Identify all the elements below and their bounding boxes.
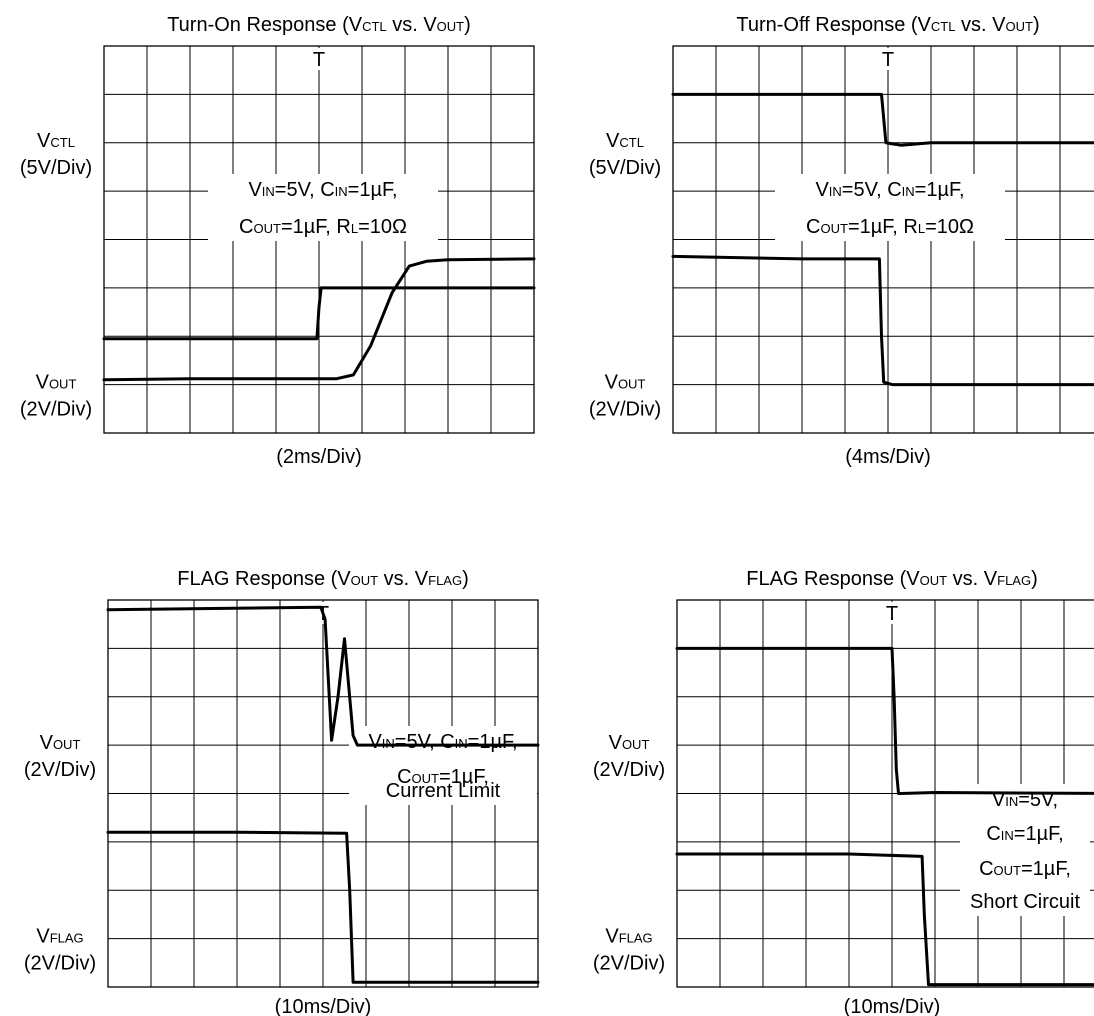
plot-frame [672, 45, 1094, 434]
channel-label-vctl: VCTL [37, 130, 75, 152]
annotation-line: COUT=1µF, RL=10Ω [806, 216, 974, 238]
channel-scale-vout: (2V/Div) [589, 399, 661, 421]
x-axis-label: (4ms/Div) [845, 446, 931, 468]
trigger-label-bg [879, 48, 897, 70]
plot-frame [103, 45, 535, 434]
chart-title: FLAG Response (VOUT vs. VFLAG) [177, 568, 469, 590]
annotation-line: Short Circuit [970, 891, 1080, 913]
trace-vout [102, 257, 536, 382]
annotation-line: VIN=5V, CIN=1µF, [368, 731, 517, 753]
channel-scale-vflag: (2V/Div) [24, 953, 96, 975]
channel-scale-vout: (2V/Div) [593, 759, 665, 781]
trace-vctl [102, 286, 536, 341]
x-axis-label: (10ms/Div) [844, 996, 941, 1016]
scope-panel-3: FLAG Response (VOUT vs. VFLAG)TVOUT(2V/D… [24, 568, 540, 1016]
trigger-label: T [882, 49, 894, 71]
annotation-line: COUT=1µF, [979, 858, 1071, 880]
channel-scale-vctl: (5V/Div) [589, 157, 661, 179]
channel-scale-vout: (2V/Div) [24, 759, 96, 781]
annotation-line: CIN=1µF, [986, 823, 1063, 845]
plot-frame [107, 599, 539, 988]
x-axis-label: (2ms/Div) [276, 446, 362, 468]
channel-label-vout: VOUT [605, 372, 646, 394]
trigger-label: T [886, 603, 898, 625]
channel-scale-vflag: (2V/Div) [593, 953, 665, 975]
trace-vflag [675, 852, 1094, 987]
channel-label-vflag: VFLAG [605, 926, 652, 948]
trace-vflag [106, 830, 540, 984]
trace-vctl [671, 92, 1094, 147]
annotation-line: COUT=1µF, RL=10Ω [239, 216, 407, 238]
plot-frame [676, 599, 1094, 988]
trigger-label-bg [310, 48, 328, 70]
trigger-label-bg [883, 602, 901, 624]
scope-panel-2: Turn-Off Response (VCTL vs. VOUT) T VCTL (5… [589, 14, 1094, 468]
channel-label-vctl: VCTL [606, 130, 644, 152]
trace-vout [106, 605, 540, 747]
annotation-line: COUT=1µF, [397, 766, 489, 788]
channel-label-vflag: VFLAG [36, 926, 83, 948]
channel-label-vout: VOUT [40, 732, 81, 754]
trace-vout [675, 646, 1094, 795]
trace-vout [671, 254, 1094, 387]
annotation-bg [208, 174, 438, 241]
chart-title: Turn-On Response (VCTL vs. VOUT) [167, 14, 471, 36]
chart-title: FLAG Response (VOUT vs. VFLAG) [746, 568, 1038, 590]
annotation-line: VIN=5V, CIN=1µF, [815, 179, 964, 201]
channel-scale-vout: (2V/Div) [20, 399, 92, 421]
trigger-label: T [313, 49, 325, 71]
annotation-line: Current Limit [386, 780, 501, 802]
channel-scale-vctl: (5V/Div) [20, 157, 92, 179]
channel-label-vout: VOUT [36, 372, 77, 394]
x-axis-label: (10ms/Div) [275, 996, 372, 1016]
annotation-bg [960, 784, 1090, 916]
annotation-bg [349, 726, 537, 805]
scope-panel-4: FLAG Response (VOUT vs. VFLAG) T VOUT (2V/D… [593, 568, 1094, 1016]
annotation-bg [775, 174, 1005, 241]
chart-title: Turn-Off Response (VCTL vs. VOUT) [736, 14, 1039, 36]
annotation-line: VIN=5V, CIN=1µF, [248, 179, 397, 201]
scope-panel-1: Turn-On Response (VCTL vs. VOUT) T VCTL (5V… [20, 14, 536, 468]
annotation-line: VIN=5V, [992, 789, 1058, 811]
channel-label-vout: VOUT [609, 732, 650, 754]
